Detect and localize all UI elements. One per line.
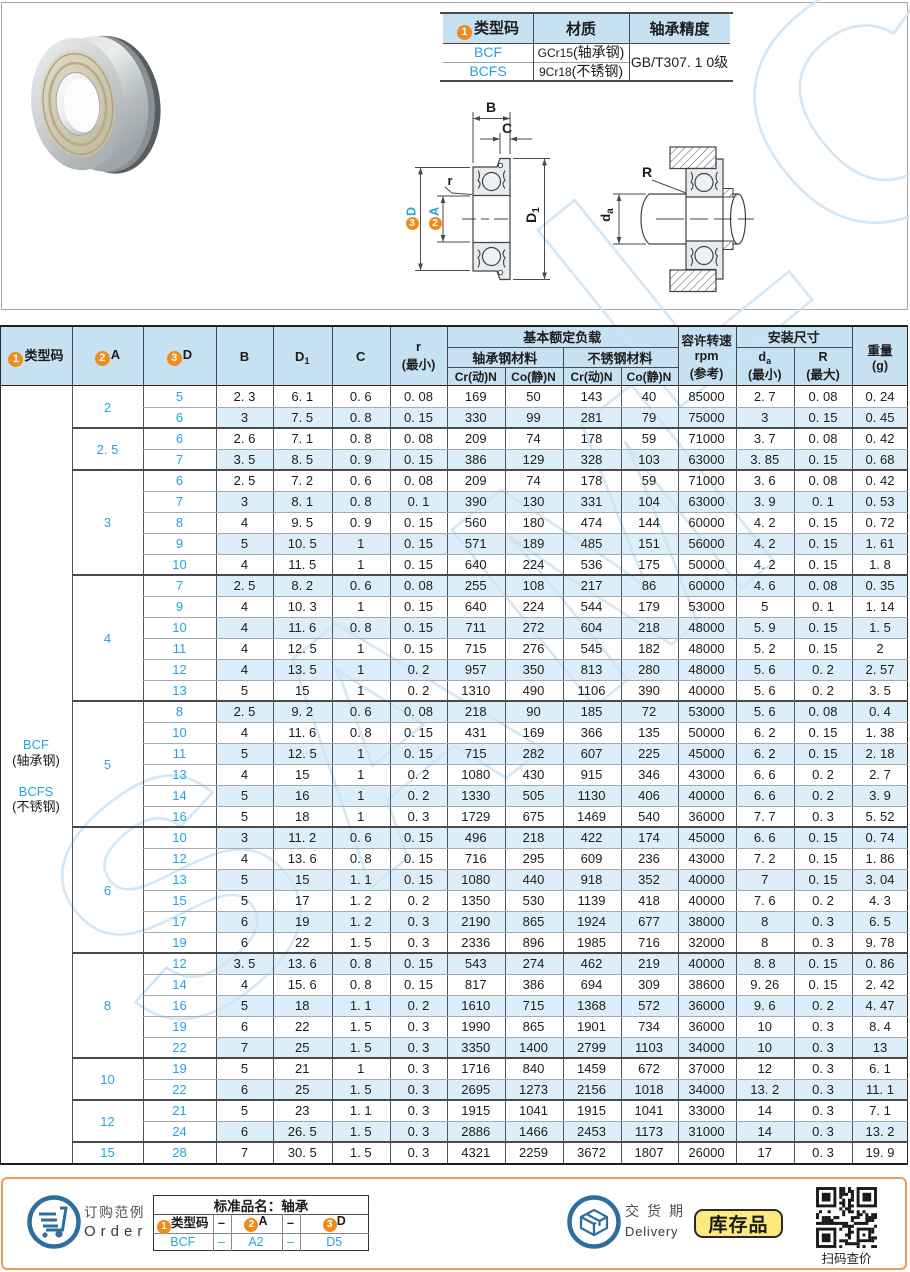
svg-text:da: da xyxy=(598,208,616,222)
svg-text:C: C xyxy=(502,120,512,136)
svg-text:D1: D1 xyxy=(523,207,542,223)
svg-text:R: R xyxy=(642,164,652,180)
svg-text:B: B xyxy=(486,99,496,115)
svg-text:r: r xyxy=(447,173,452,188)
